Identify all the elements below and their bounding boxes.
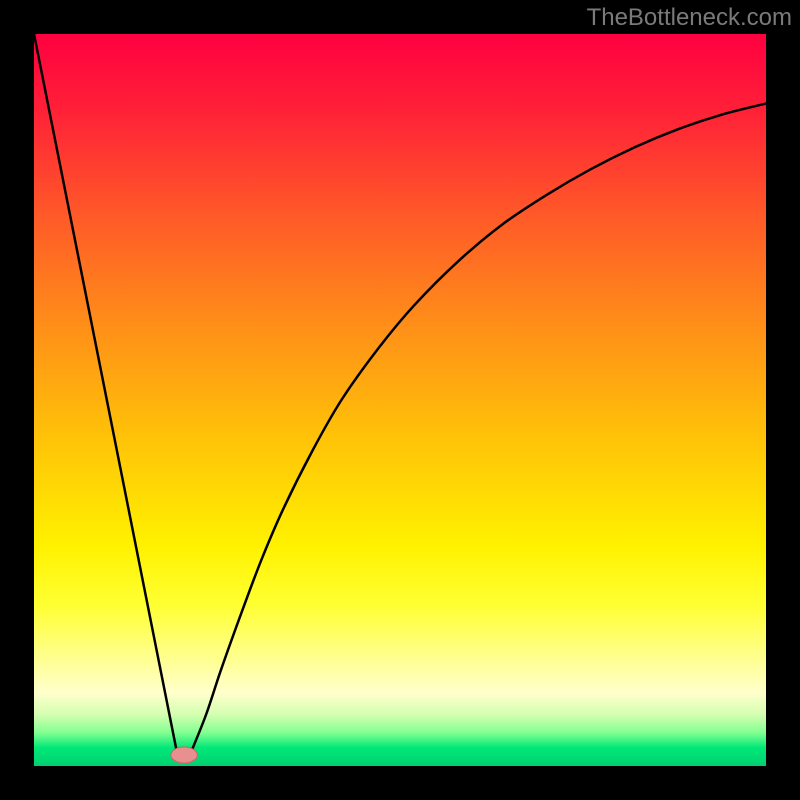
- chart-container: TheBottleneck.com: [0, 0, 800, 800]
- bottleneck-curve: [34, 34, 766, 766]
- plot-area: [34, 34, 766, 766]
- watermark-text: TheBottleneck.com: [587, 4, 792, 32]
- curve-path: [34, 34, 766, 751]
- minimum-marker: [171, 747, 197, 763]
